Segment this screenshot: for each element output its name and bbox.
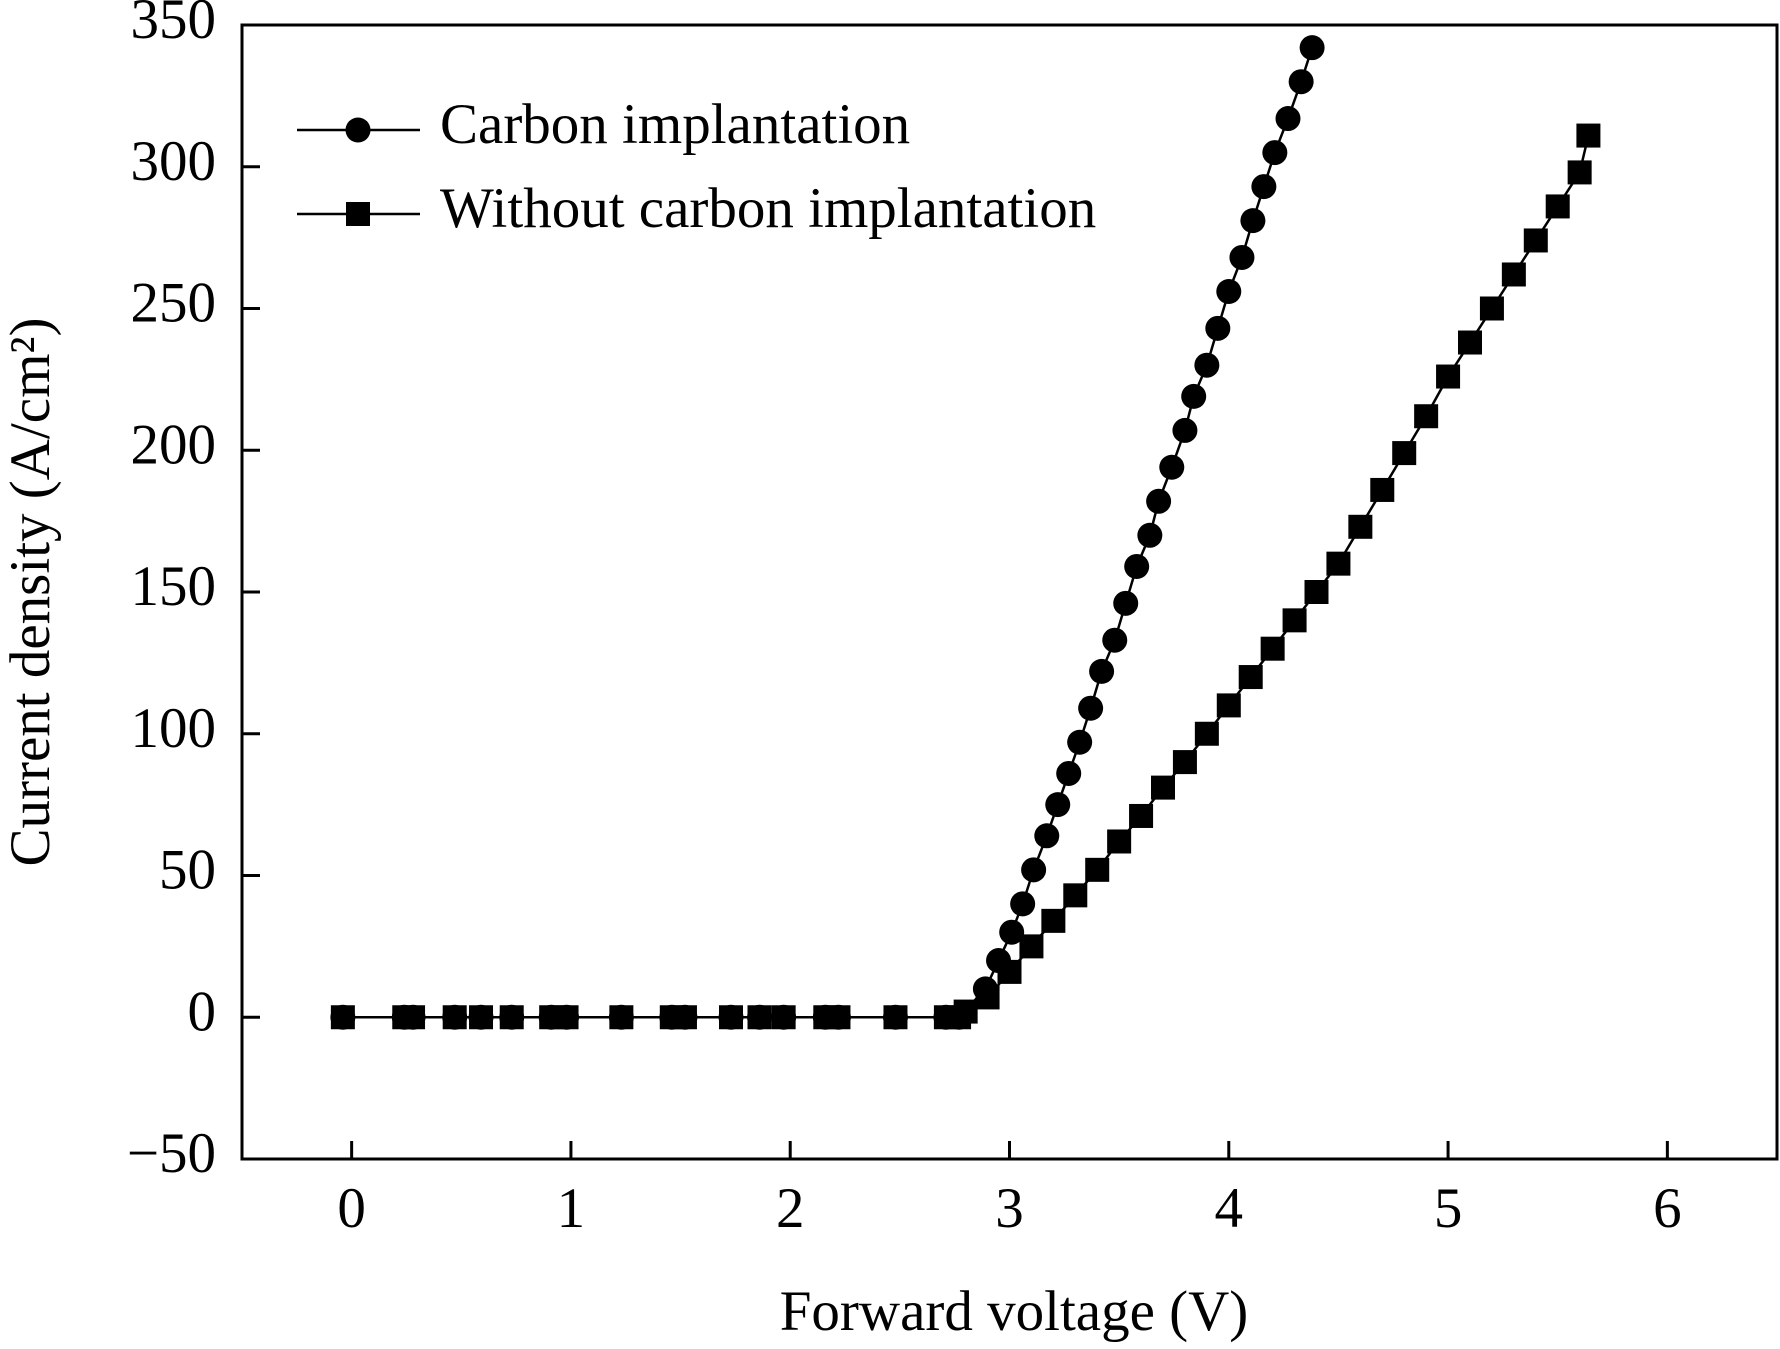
marker [1102,627,1128,653]
marker [1288,69,1314,95]
marker [975,985,1000,1010]
marker [1172,750,1197,775]
marker [1159,454,1185,480]
marker [1229,244,1255,270]
marker [1034,823,1060,849]
plot-frame [240,23,1779,1161]
marker [1146,488,1172,514]
y-tick-label: 0 [188,980,217,1043]
marker [1078,695,1104,721]
marker [1151,775,1175,800]
y-tick-label: 150 [131,555,217,618]
marker [1238,665,1263,690]
y-tick-label: 350 [131,0,217,51]
marker [1045,792,1071,818]
marker [747,1005,772,1030]
y-tick-label: 50 [159,839,216,902]
marker [999,919,1025,945]
marker [1194,352,1220,378]
marker [1010,891,1036,917]
marker [826,1005,851,1030]
marker [1063,883,1088,908]
marker [1019,934,1044,959]
marker [719,1005,744,1030]
y-axis-title: Current density (A/cm²) [0,318,62,867]
marker [1172,417,1198,443]
x-axis-title: Forward voltage (V) [780,1280,1249,1343]
marker [442,1005,467,1030]
marker [771,1005,796,1030]
legend-marker [345,117,371,143]
marker [554,1005,579,1030]
marker [1129,803,1154,828]
marker [1326,551,1351,576]
marker [1124,553,1150,579]
marker [1414,404,1439,429]
marker [1501,262,1526,287]
marker [1458,330,1482,355]
x-tick-label: 5 [1434,1177,1463,1240]
series-line [342,135,1590,1019]
marker [1523,228,1548,253]
marker [1216,693,1241,718]
marker [1304,580,1329,604]
marker [1240,208,1266,234]
marker [1089,658,1115,684]
marker [1041,908,1066,933]
marker [1299,35,1325,61]
marker [499,1005,524,1030]
y-tick-label: −50 [127,1122,216,1185]
x-tick-label: 3 [995,1177,1024,1240]
marker [401,1005,426,1030]
y-tick-label: 300 [131,130,217,193]
y-tick-label: 100 [131,697,217,760]
y-tick-label: 200 [131,413,217,476]
marker [1194,721,1219,746]
marker [1567,160,1592,185]
marker [1216,278,1242,304]
marker [1181,383,1207,409]
marker [1107,829,1132,854]
marker [1251,174,1277,200]
marker [1085,857,1110,882]
legend-label: Carbon implantation [440,93,910,156]
marker [1113,590,1139,616]
marker [330,1005,355,1030]
x-tick-label: 1 [557,1177,586,1240]
marker [1021,857,1047,883]
marker [1479,296,1504,321]
marker [997,959,1022,984]
y-tick-label: 250 [131,272,217,335]
x-tick-label: 0 [337,1177,366,1240]
marker [953,999,978,1024]
marker [1576,123,1601,148]
marker [1260,636,1285,661]
marker [1348,514,1373,539]
legend-marker [346,202,370,226]
marker [1282,608,1307,633]
marker [1205,315,1231,341]
marker [1262,140,1288,166]
x-tick-label: 4 [1215,1177,1244,1240]
marker [672,1005,697,1030]
marker [609,1005,634,1030]
marker [1545,194,1570,219]
legend-label: Without carbon implantation [440,177,1096,240]
marker [883,1005,908,1030]
x-tick-label: 2 [776,1177,805,1240]
marker [1137,522,1163,548]
marker [1392,441,1417,466]
marker [469,1005,494,1030]
marker [1370,477,1395,502]
marker [1067,729,1093,755]
marker [1056,760,1082,786]
x-tick-label: 6 [1653,1177,1682,1240]
marker [1275,106,1301,132]
marker [1436,364,1461,389]
